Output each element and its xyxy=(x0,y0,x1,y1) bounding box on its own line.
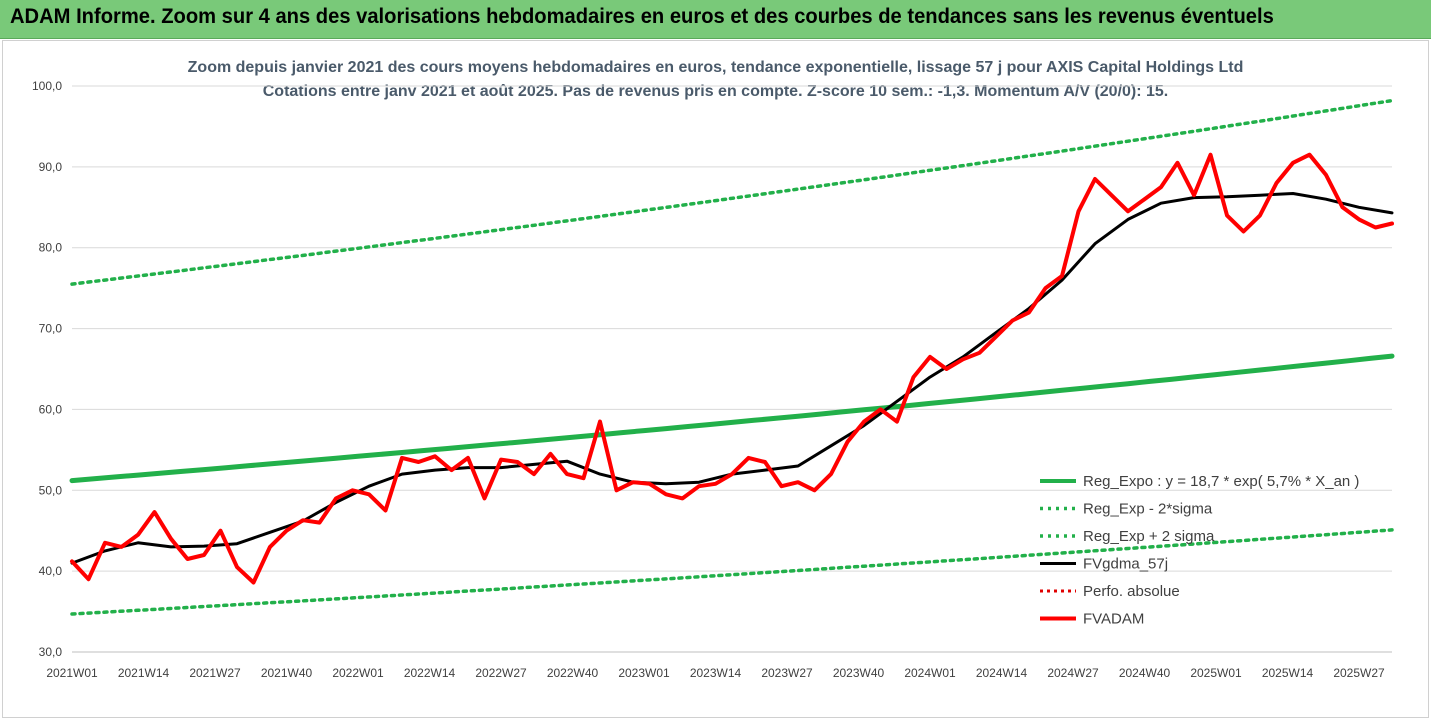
grid-lines xyxy=(72,85,1392,653)
legend: Reg_Expo : y = 18,7 * exp( 5,7% * X_an )… xyxy=(1040,473,1359,628)
x-tick-label: 2021W14 xyxy=(118,666,170,680)
chart-title-line-2: Cotations entre janv 2021 et août 2025. … xyxy=(262,83,1169,100)
legend-label: Reg_Exp - 2*sigma xyxy=(1083,501,1213,518)
series-line-6 xyxy=(70,152,1394,585)
x-tick-label: 2021W01 xyxy=(46,666,98,680)
series-line-2 xyxy=(70,528,1394,616)
x-tick-label: 2024W01 xyxy=(904,666,956,680)
x-tick-label: 2023W40 xyxy=(833,666,885,680)
y-tick-label: 100,0 xyxy=(32,79,62,93)
y-tick-label: 30,0 xyxy=(39,645,63,659)
x-tick-label: 2023W27 xyxy=(761,666,813,680)
x-tick-label: 2023W01 xyxy=(618,666,670,680)
x-tick-label: 2024W14 xyxy=(976,666,1028,680)
y-tick-label: 50,0 xyxy=(39,483,63,497)
legend-label: FVADAM xyxy=(1083,611,1144,628)
x-tick-label: 2022W27 xyxy=(475,666,527,680)
chart-title-line-1: Zoom depuis janvier 2021 des cours moyen… xyxy=(187,59,1244,76)
series-line-3 xyxy=(70,98,1394,286)
x-tick-label: 2022W40 xyxy=(547,666,599,680)
x-tick-label: 2024W27 xyxy=(1047,666,1099,680)
legend-label: Perfo. absolue xyxy=(1083,583,1180,600)
y-tick-label: 90,0 xyxy=(39,160,63,174)
x-axis-ticks: 2021W01 2021W14 2021W27 2021W40 2022W01 2022W… xyxy=(46,666,1385,680)
x-tick-label: 2021W27 xyxy=(189,666,241,680)
series-line-1 xyxy=(69,353,1395,484)
report-banner: ADAM Informe. Zoom sur 4 ans des valoris… xyxy=(0,0,1431,39)
y-tick-label: 80,0 xyxy=(39,241,63,255)
series-lines xyxy=(69,98,1395,616)
x-tick-label: 2025W14 xyxy=(1262,666,1314,680)
report-title: ADAM Informe. Zoom sur 4 ans des valoris… xyxy=(10,5,1274,28)
x-tick-label: 2025W27 xyxy=(1333,666,1385,680)
x-tick-label: 2025W01 xyxy=(1190,666,1242,680)
legend-label: Reg_Exp + 2 sigma xyxy=(1083,528,1215,545)
y-axis-ticks: 30,0 40,0 50,0 60,0 70,0 80,0 90,0 100,0 xyxy=(32,79,62,659)
chart-title: Zoom depuis janvier 2021 des cours moyen… xyxy=(0,56,1431,104)
x-tick-label: 2024W40 xyxy=(1119,666,1171,680)
x-tick-label: 2021W40 xyxy=(261,666,313,680)
x-tick-label: 2022W01 xyxy=(332,666,384,680)
legend-label: Reg_Expo : y = 18,7 * exp( 5,7% * X_an ) xyxy=(1083,473,1359,490)
y-tick-label: 70,0 xyxy=(39,322,63,336)
legend-label: FVgdma_57j xyxy=(1083,556,1168,573)
x-tick-label: 2023W14 xyxy=(690,666,742,680)
chart-frame xyxy=(2,40,1429,718)
y-tick-label: 60,0 xyxy=(39,402,63,416)
x-tick-label: 2022W14 xyxy=(404,666,456,680)
y-tick-label: 40,0 xyxy=(39,564,63,578)
